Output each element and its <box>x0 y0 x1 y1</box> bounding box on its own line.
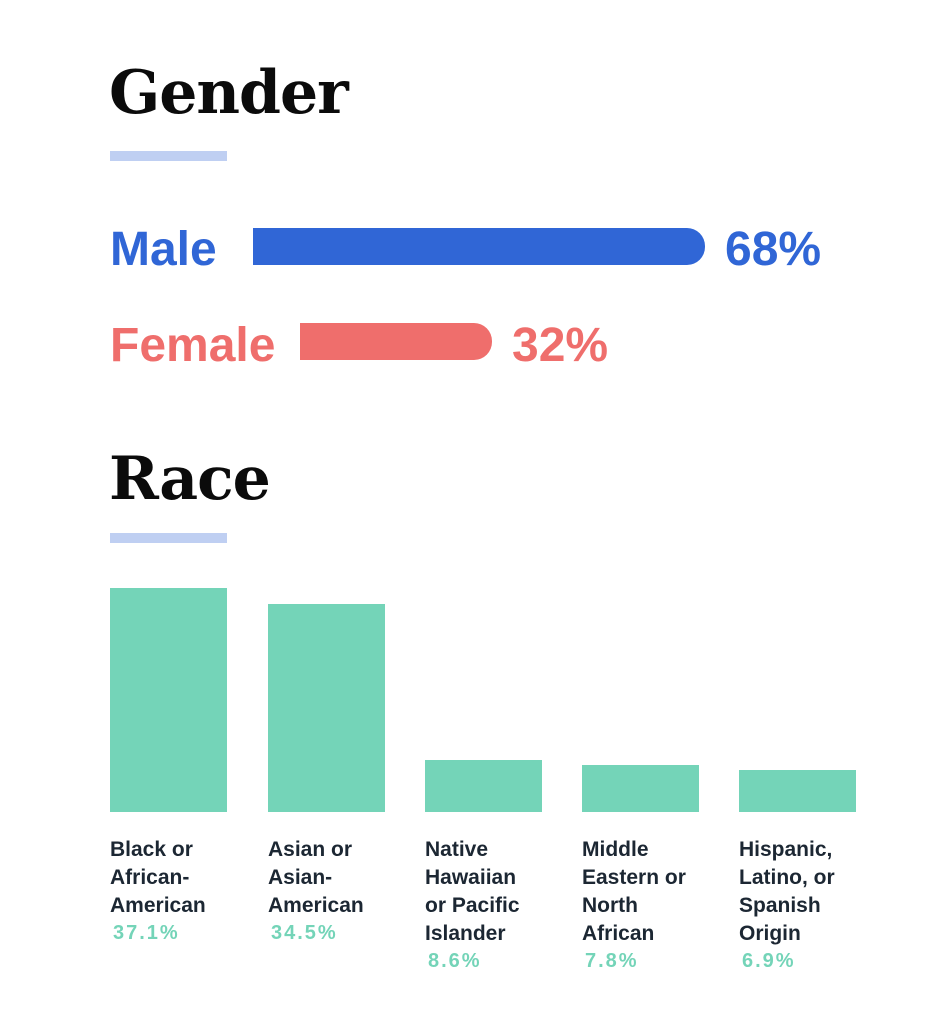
race-category-label-line: Asian- <box>268 866 333 889</box>
race-value-label-4: 6.9% <box>742 950 796 972</box>
race-title: Race <box>109 444 271 514</box>
gender-value-male: 68% <box>725 223 822 276</box>
gender-bar-male <box>253 228 705 265</box>
race-category-label-3: Middle Eastern or North African <box>582 836 712 948</box>
race-bar-2 <box>425 760 542 812</box>
gender-label-male: Male <box>110 223 217 276</box>
race-category-label-2: Native Hawaiian or Pacific Islander <box>425 836 555 948</box>
race-category-label-line: Hawaiian <box>425 866 517 889</box>
race-category-label-line: Asian or <box>268 838 353 861</box>
race-category-label-line: Middle <box>582 838 649 861</box>
gender-value-female: 32% <box>512 319 609 372</box>
race-bar-1 <box>268 604 385 812</box>
race-category-label-line: Black or <box>110 838 193 861</box>
race-value-label-3: 7.8% <box>585 950 639 972</box>
race-category-label-line: Spanish <box>739 894 821 917</box>
race-bar-0 <box>110 588 227 812</box>
race-category-label-line: African <box>582 922 655 945</box>
gender-title: Gender <box>109 58 349 128</box>
race-title-underline <box>110 533 227 543</box>
race-category-label-line: Islander <box>425 922 506 945</box>
race-value-label-0: 37.1% <box>113 922 180 944</box>
race-category-label-0: Black or African- American <box>110 836 240 920</box>
gender-bar-female <box>300 323 492 360</box>
race-value-label-2: 8.6% <box>428 950 482 972</box>
race-bar-3 <box>582 765 699 812</box>
race-category-label-line: Eastern or <box>582 866 686 889</box>
race-category-label-line: Origin <box>739 922 801 945</box>
race-category-label-line: Hispanic, <box>739 838 833 861</box>
race-category-label-line: American <box>268 894 364 917</box>
race-category-label-line: Native <box>425 838 489 861</box>
race-bar-4 <box>739 770 856 812</box>
race-category-label-line: Latino, or <box>739 866 835 889</box>
race-category-label-4: Hispanic, Latino, or Spanish Origin <box>739 836 869 948</box>
race-value-label-1: 34.5% <box>271 922 338 944</box>
race-category-label-1: Asian or Asian- American <box>268 836 398 920</box>
race-chart <box>110 588 856 812</box>
race-category-label-line: or Pacific <box>425 894 520 917</box>
gender-title-underline <box>110 151 227 161</box>
gender-label-female: Female <box>110 319 276 372</box>
race-category-label-line: American <box>110 894 206 917</box>
race-category-label-line: African- <box>110 866 190 889</box>
race-category-label-line: North <box>582 894 638 917</box>
